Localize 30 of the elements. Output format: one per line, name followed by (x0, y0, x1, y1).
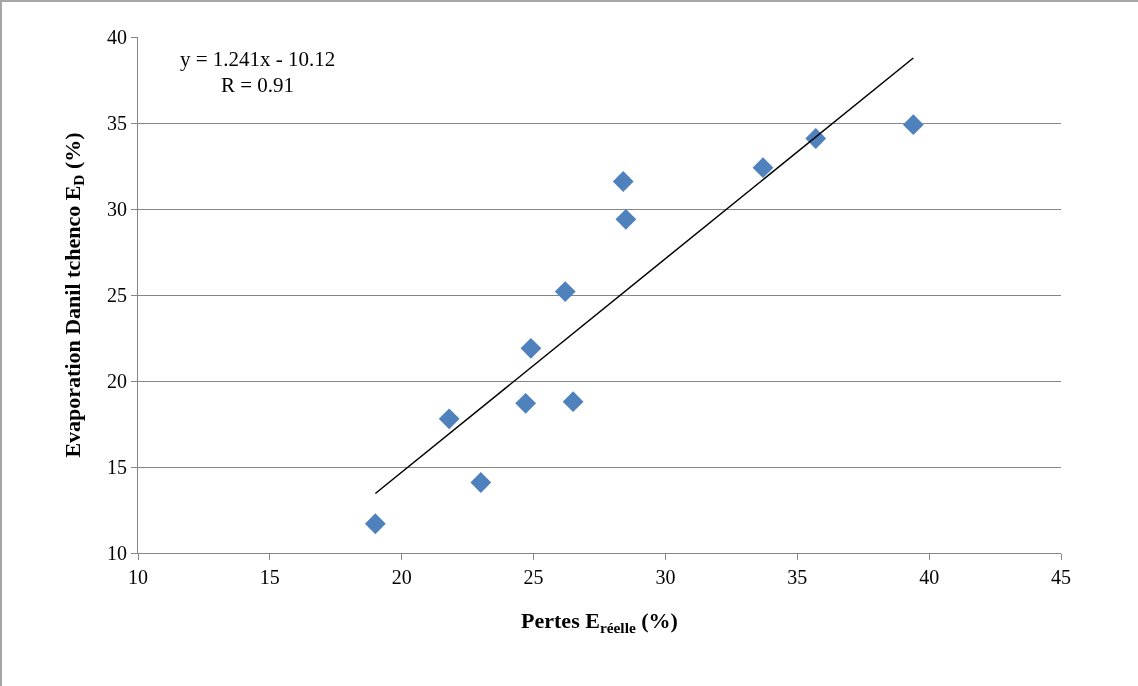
point (554, 281, 576, 302)
x-tick-label: 20 (391, 566, 412, 588)
point (515, 392, 537, 414)
point (520, 337, 542, 359)
point (364, 513, 386, 535)
point (612, 171, 634, 192)
point (752, 157, 774, 179)
y-tick-label: 15 (107, 456, 127, 478)
x-tick-label: 30 (655, 566, 676, 588)
x-tick-label: 10 (128, 566, 148, 588)
x-tick-label: 45 (1051, 566, 1071, 588)
point (470, 472, 492, 493)
point (615, 208, 637, 230)
y-tick-label: 10 (107, 542, 127, 564)
annotation: y = 1.241x - 10.12 (180, 47, 336, 71)
x-tick-label: 25 (523, 566, 544, 588)
x-tick-label: 40 (919, 566, 940, 588)
x-tick-label: 15 (259, 566, 280, 588)
x-axis-title: Pertes E$_{réelle}$ (%) (521, 607, 678, 636)
y-tick-label: 25 (107, 284, 127, 306)
point (902, 114, 924, 136)
y-tick-label: 40 (107, 26, 127, 48)
annotation: R = 0.91 (221, 73, 295, 97)
y-tick-label: 35 (107, 112, 127, 134)
y-tick-label: 20 (107, 370, 127, 392)
x-tick-label: 35 (787, 566, 808, 588)
y-tick-label: 30 (107, 198, 127, 220)
point (805, 128, 827, 149)
point (562, 391, 584, 413)
point (438, 408, 460, 430)
